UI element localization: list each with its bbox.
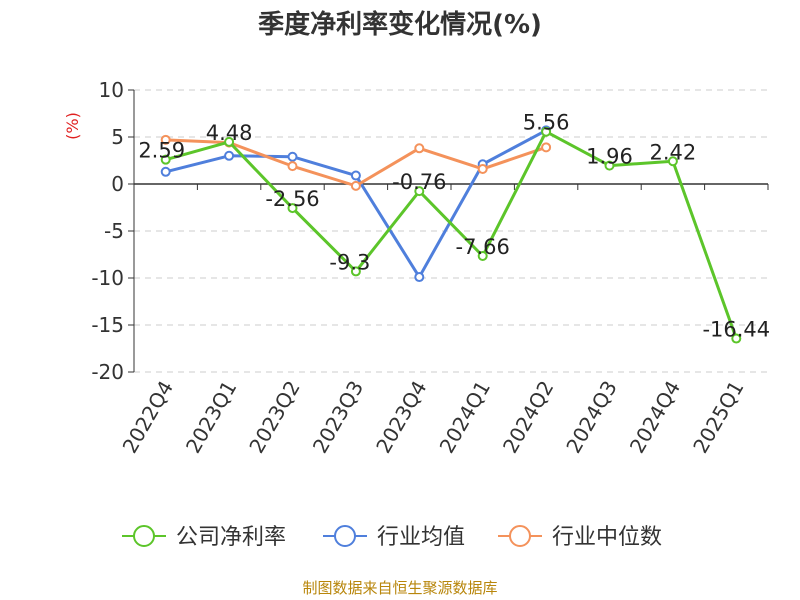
data-point[interactable] <box>160 134 171 145</box>
data-point[interactable] <box>160 154 171 165</box>
y-tick-label: -20 <box>91 360 124 384</box>
y-tick-label: 10 <box>99 78 124 102</box>
data-point[interactable] <box>477 251 488 262</box>
y-tick-label: 0 <box>111 172 124 196</box>
data-point[interactable] <box>287 203 298 214</box>
legend-item[interactable]: 公司净利率 <box>122 525 286 550</box>
data-point[interactable] <box>604 160 615 171</box>
legend-marker <box>133 525 155 547</box>
y-tick-label: 5 <box>111 125 124 149</box>
data-point[interactable] <box>287 161 298 172</box>
x-tick-label: 2023Q1 <box>181 377 241 458</box>
x-tick-label: 2023Q4 <box>371 377 431 458</box>
legend-label: 行业均值 <box>377 525 465 550</box>
legend-label: 公司净利率 <box>176 525 286 550</box>
chart-title: 季度净利率变化情况(%) <box>258 10 542 40</box>
x-tick-label: 2024Q4 <box>625 377 685 458</box>
y-axis-label: (%) <box>63 112 82 140</box>
data-label: 4.48 <box>206 121 253 145</box>
data-point[interactable] <box>414 186 425 197</box>
legend-item[interactable]: 行业均值 <box>323 525 465 550</box>
series-line <box>165 130 738 340</box>
data-label: 2.59 <box>138 139 185 163</box>
data-label: -9.3 <box>329 250 370 274</box>
x-tick-label: 2025Q1 <box>688 377 748 458</box>
data-point[interactable] <box>350 170 361 181</box>
data-label: -0.76 <box>392 170 446 194</box>
data-labels: 2.59 4.48 -2.56 -9.3 -0.76 -7.66 5.56 1.96 2.42 -… <box>138 111 770 342</box>
data-label: -7.66 <box>456 235 510 259</box>
data-label: 5.56 <box>523 111 570 135</box>
data-label: 2.42 <box>650 140 697 164</box>
data-point[interactable] <box>731 333 742 344</box>
data-point[interactable] <box>224 150 235 161</box>
source-note: 制图数据来自恒生聚源数据库 <box>302 579 498 597</box>
x-tick-label: 2022Q4 <box>118 377 178 458</box>
x-tick-label: 2023Q3 <box>308 377 368 458</box>
data-point[interactable] <box>287 151 298 162</box>
x-tick-label: 2024Q3 <box>561 377 621 458</box>
series-lines <box>160 125 742 344</box>
series-0 <box>160 126 742 344</box>
data-label: -2.56 <box>265 187 319 211</box>
data-point[interactable] <box>160 166 171 177</box>
legend: 公司净利率 行业均值 行业中位数 <box>122 525 662 550</box>
data-point[interactable] <box>224 136 235 147</box>
legend-label: 行业中位数 <box>552 525 662 550</box>
x-tick-label: 2023Q2 <box>244 377 304 458</box>
data-point[interactable] <box>541 142 552 153</box>
data-point[interactable] <box>667 156 678 167</box>
data-point[interactable] <box>414 143 425 154</box>
legend-marker <box>509 525 531 547</box>
x-tick-label: 2024Q1 <box>435 377 495 458</box>
x-tick-label: 2024Q2 <box>498 377 558 458</box>
data-point[interactable] <box>350 180 361 191</box>
data-point[interactable] <box>541 126 552 137</box>
data-point[interactable] <box>414 272 425 283</box>
legend-marker <box>334 525 356 547</box>
data-label: 1.96 <box>586 145 633 169</box>
gridlines <box>134 89 768 373</box>
data-point[interactable] <box>350 266 361 277</box>
y-tick-label: -5 <box>104 219 124 243</box>
y-tick-label: -10 <box>91 266 124 290</box>
y-tick-label: -15 <box>91 313 124 337</box>
legend-item[interactable]: 行业中位数 <box>498 525 662 550</box>
data-label: -16.44 <box>702 318 770 342</box>
data-point[interactable] <box>477 163 488 174</box>
